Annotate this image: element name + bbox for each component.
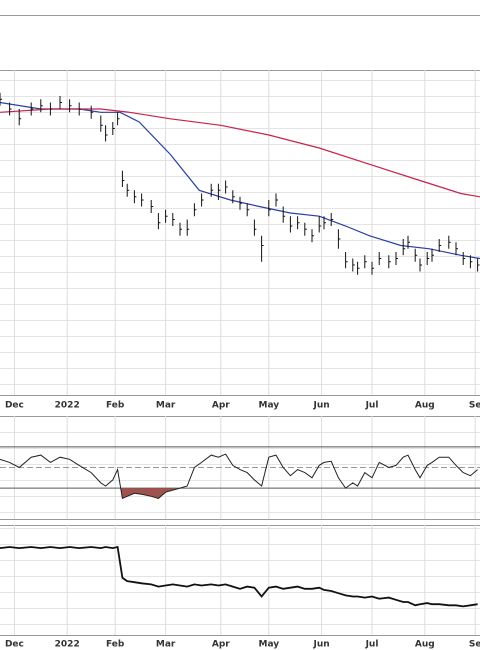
x-tick-label: 2022	[55, 640, 80, 650]
x-tick-label: May	[258, 401, 279, 411]
x-tick-label: Aug	[415, 401, 435, 411]
rsi-line	[0, 453, 478, 500]
x-tick-label: 2022	[55, 401, 80, 411]
x-tick-label: Jul	[365, 640, 379, 650]
price-panel-bg	[0, 70, 480, 395]
x-tick-label: Jun	[313, 640, 330, 650]
relative-strength-line	[0, 545, 478, 608]
x-tick-label: May	[258, 640, 279, 650]
x-tick-label: Jun	[313, 401, 330, 411]
x-tick-label: Mar	[156, 640, 176, 650]
x-tick-label: Aug	[415, 640, 435, 650]
x-tick-label: Apr	[212, 401, 230, 411]
x-tick-label: Apr	[212, 640, 230, 650]
x-tick-label: Se	[469, 640, 480, 650]
x-tick-label: Mar	[156, 401, 176, 411]
x-tick-label: Feb	[106, 640, 125, 650]
x-tick-label: Dec	[5, 401, 24, 411]
oversold-fill	[120, 488, 180, 499]
moving-average	[0, 101, 480, 260]
moving-average	[0, 108, 480, 198]
x-tick-label: Se	[469, 401, 480, 411]
x-tick-label: Feb	[106, 401, 125, 411]
x-tick-label: Dec	[5, 640, 24, 650]
x-tick-label: Jul	[365, 401, 379, 411]
rs-panel-bg	[0, 525, 480, 635]
